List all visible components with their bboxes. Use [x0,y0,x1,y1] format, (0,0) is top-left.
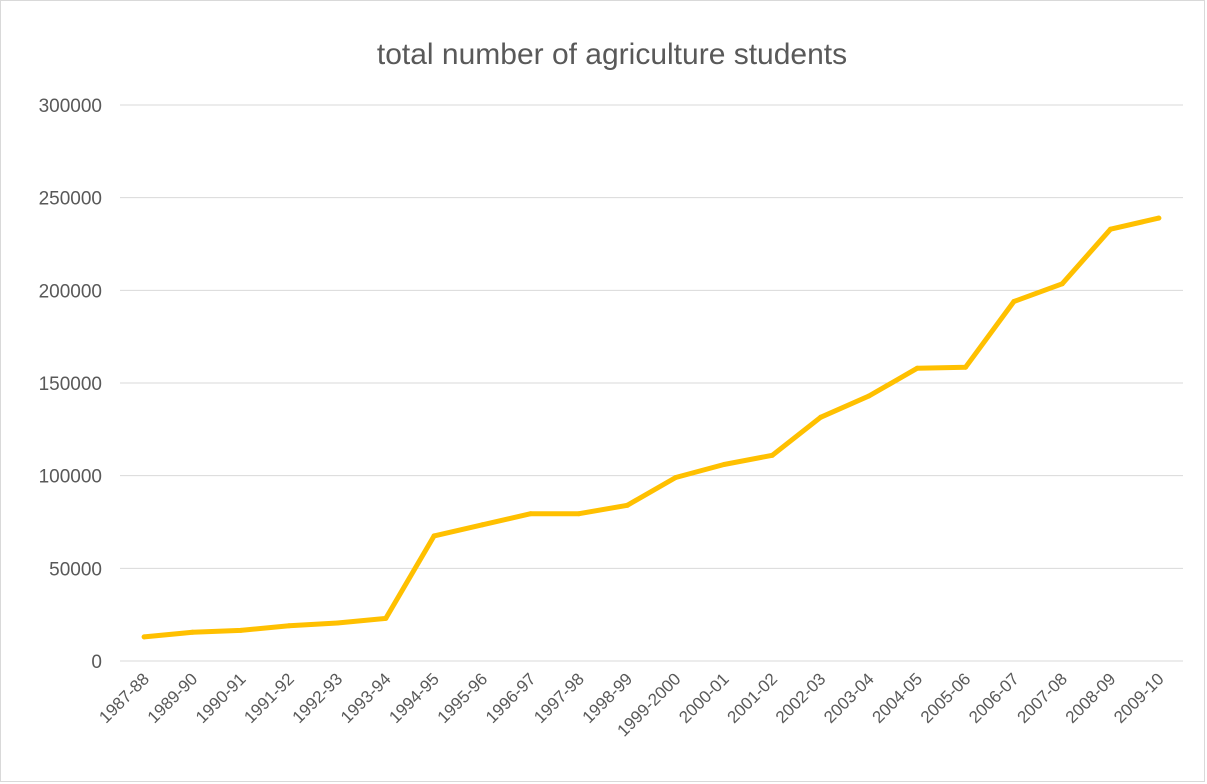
y-tick-label: 200000 [39,281,102,302]
y-tick-label: 250000 [39,189,102,210]
y-tick-label: 150000 [39,374,102,395]
x-tick-label: 2008-09 [1062,669,1120,727]
data-point [1108,226,1113,232]
data-point [673,475,679,480]
y-tick-label: 300000 [39,96,102,117]
data-point [576,511,582,517]
chart-title: total number of agriculture students [377,38,847,71]
y-tick-label: 50000 [49,559,102,580]
data-point [866,393,872,399]
data-point [141,634,147,640]
data-point [914,365,920,371]
x-tick-label: 2004-05 [869,669,927,727]
series-line [141,215,1162,640]
y-tick-label: 100000 [39,467,102,488]
x-tick-label: 2007-08 [1013,669,1071,727]
data-point [818,414,824,420]
data-point [383,615,389,621]
x-tick-label: 1995-96 [434,669,492,727]
x-tick-label: 1991-92 [240,669,298,727]
data-point [431,533,437,539]
x-tick-label: 1987-88 [95,669,153,727]
x-tick-label: 1993-94 [337,669,395,727]
x-tick-label: 2002-03 [772,669,830,727]
x-tick-label: 1997-98 [530,669,588,727]
data-point [334,620,340,626]
x-tick-label: 1989-90 [144,669,202,727]
data-point [238,627,244,633]
gridlines [120,104,1183,662]
data-point [624,502,630,508]
x-axis-tick-labels: 1987-881989-901990-911991-921992-931993-… [95,669,1167,740]
data-point [528,511,534,517]
x-tick-label: 1992-93 [289,669,347,727]
data-point [286,623,292,629]
data-point [190,629,195,635]
data-point [1156,215,1162,221]
x-tick-label: 2001-02 [724,669,782,727]
x-tick-label: 2005-06 [917,669,975,727]
x-tick-label: 2006-07 [965,669,1023,727]
data-point [479,522,485,528]
y-tick-label: 0 [91,652,102,673]
x-tick-label: 2003-04 [820,669,878,727]
x-tick-label: 2009-10 [1110,669,1168,727]
data-point [1059,281,1065,287]
series-layer [141,215,1162,640]
data-point [769,452,775,458]
x-tick-label: 1996-97 [482,669,540,727]
x-tick-label: 2000-01 [675,669,733,727]
data-point [721,462,727,467]
x-tick-label: 1994-95 [385,669,443,727]
data-point [1011,299,1017,304]
data-point [963,364,969,370]
x-tick-label: 1990-91 [192,669,250,727]
y-axis-tick-labels: 0 50000 100000 150000 200000 250000 300000 [39,96,102,673]
